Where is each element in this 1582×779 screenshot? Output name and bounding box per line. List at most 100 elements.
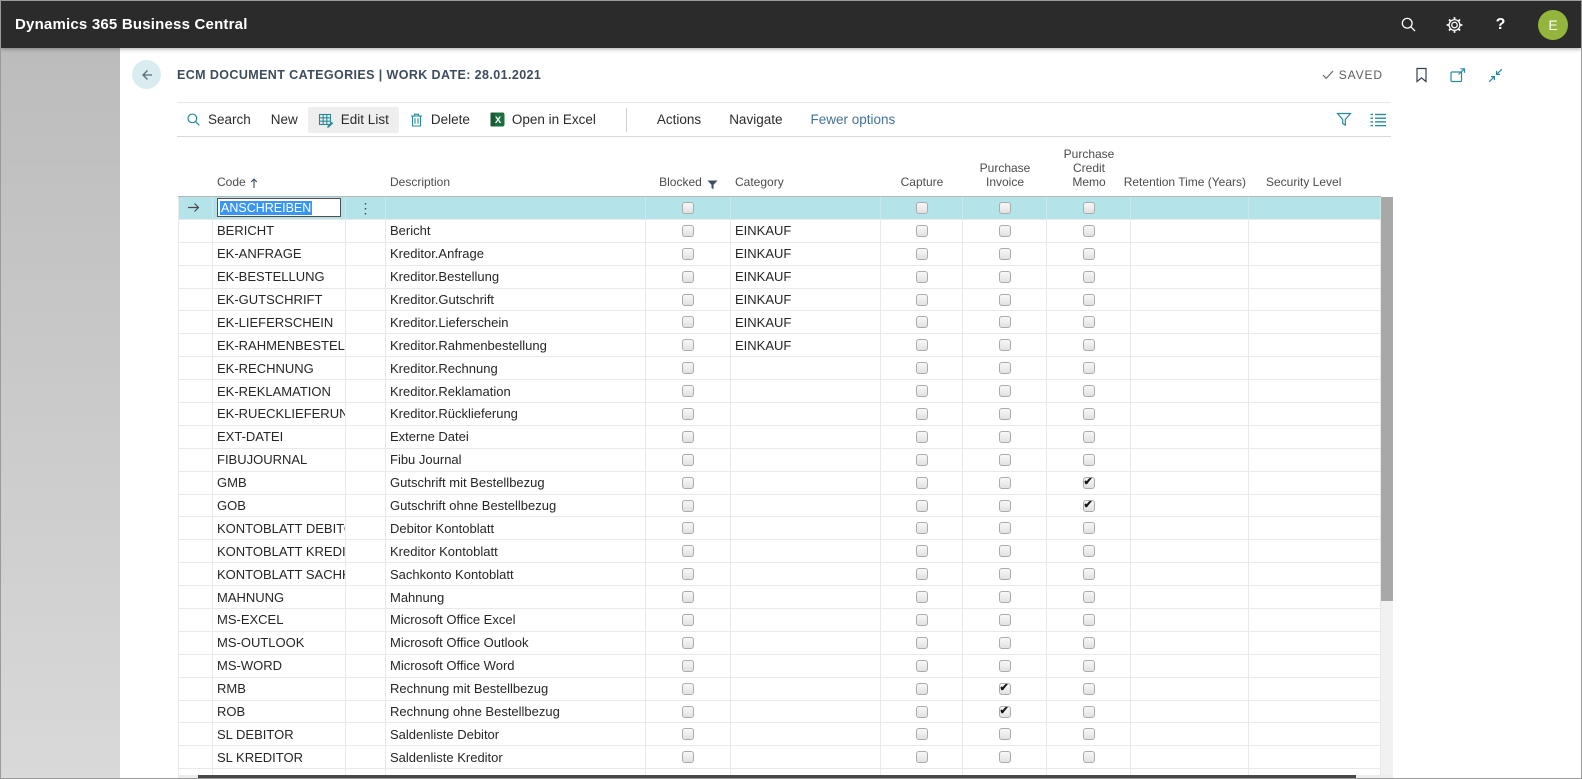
retention-time-cell[interactable]: [1131, 563, 1249, 586]
capture-checkbox[interactable]: [915, 247, 928, 260]
purchase-credit-memo-cell[interactable]: [1047, 563, 1131, 586]
blocked-cell[interactable]: [646, 403, 731, 425]
blocked-cell[interactable]: [646, 631, 731, 654]
code-cell[interactable]: KONTOBLATT SACHK...: [213, 563, 346, 586]
actions-menu-button[interactable]: Actions: [656, 112, 702, 127]
retention-time-cell[interactable]: [1131, 242, 1249, 265]
code-cell[interactable]: KONTOBLATT KREDIT...: [213, 540, 346, 563]
description-cell[interactable]: Saldenliste Debitor: [386, 723, 646, 746]
retention-time-cell[interactable]: [1131, 288, 1249, 311]
table-row[interactable]: MS-EXCEL Microsoft Office Excel: [178, 609, 1381, 632]
capture-cell[interactable]: [881, 631, 963, 654]
edit-list-button[interactable]: Edit List: [307, 106, 399, 133]
capture-checkbox[interactable]: [915, 545, 928, 558]
collapse-page-icon[interactable]: [1488, 68, 1503, 83]
row-menu-cell[interactable]: [346, 540, 386, 563]
capture-checkbox[interactable]: [915, 613, 928, 626]
capture-cell[interactable]: [881, 746, 963, 769]
blocked-cell[interactable]: [646, 448, 731, 471]
security-level-cell[interactable]: [1249, 769, 1381, 775]
row-selector-cell[interactable]: [178, 380, 213, 403]
purchase-invoice-checkbox[interactable]: [998, 270, 1011, 283]
row-selector-cell[interactable]: [178, 494, 213, 517]
capture-cell[interactable]: [881, 425, 963, 448]
purchase-credit-memo-checkbox[interactable]: [1082, 682, 1095, 695]
blocked-cell[interactable]: [646, 197, 731, 219]
capture-cell[interactable]: [881, 265, 963, 288]
security-level-cell[interactable]: [1249, 609, 1381, 631]
retention-time-cell[interactable]: [1131, 677, 1249, 700]
row-menu-cell[interactable]: [346, 311, 386, 334]
purchase-credit-memo-checkbox[interactable]: [1082, 636, 1095, 649]
capture-cell[interactable]: [881, 448, 963, 471]
description-cell[interactable]: Kreditor.Lieferschein: [386, 311, 646, 334]
purchase-invoice-checkbox[interactable]: [998, 499, 1011, 512]
purchase-invoice-cell[interactable]: [963, 677, 1047, 700]
row-selector-cell[interactable]: [178, 540, 213, 563]
capture-checkbox[interactable]: [915, 568, 928, 581]
description-cell[interactable]: Externe Datei: [386, 425, 646, 448]
description-cell[interactable]: Kreditor.Bestellung: [386, 265, 646, 288]
category-cell[interactable]: [731, 540, 881, 563]
description-cell[interactable]: [386, 197, 646, 219]
purchase-invoice-checkbox[interactable]: [998, 476, 1011, 489]
retention-time-cell[interactable]: [1131, 517, 1249, 540]
row-selector-cell[interactable]: [178, 265, 213, 288]
security-level-cell[interactable]: [1249, 311, 1381, 334]
table-row[interactable]: EK-RAHMENBESTELL... Kreditor.Rahmenbeste…: [178, 334, 1381, 358]
blocked-cell[interactable]: [646, 334, 731, 357]
column-header-retention-time[interactable]: Retention Time (Years): [1123, 175, 1246, 190]
capture-checkbox[interactable]: [915, 591, 928, 604]
purchase-invoice-cell[interactable]: [963, 403, 1047, 425]
table-row[interactable]: EK-REKLAMATION Kreditor.Reklamation: [178, 380, 1381, 404]
category-cell[interactable]: [731, 654, 881, 677]
capture-checkbox[interactable]: [915, 636, 928, 649]
row-menu-cell[interactable]: [346, 769, 386, 775]
security-level-cell[interactable]: [1249, 380, 1381, 403]
purchase-credit-memo-cell[interactable]: [1047, 677, 1131, 700]
code-cell[interactable]: FIBUJOURNAL: [213, 448, 346, 471]
purchase-invoice-cell[interactable]: [963, 586, 1047, 609]
purchase-invoice-checkbox[interactable]: [998, 430, 1011, 443]
purchase-credit-memo-checkbox[interactable]: [1082, 362, 1095, 375]
row-selector-cell[interactable]: [178, 471, 213, 494]
purchase-invoice-cell[interactable]: [963, 517, 1047, 540]
table-row[interactable]: MAHNUNG Mahnung: [178, 586, 1381, 610]
table-row[interactable]: [178, 769, 1381, 775]
purchase-credit-memo-cell[interactable]: [1047, 700, 1131, 723]
security-level-cell[interactable]: [1249, 334, 1381, 357]
code-cell[interactable]: RMB: [213, 677, 346, 700]
column-header-security-level[interactable]: Security Level: [1266, 175, 1342, 190]
table-row[interactable]: EK-RUECKLIEFERUNG Kreditor.Rücklieferung: [178, 403, 1381, 426]
description-cell[interactable]: Microsoft Office Outlook: [386, 631, 646, 654]
row-selector-cell[interactable]: [178, 586, 213, 609]
code-cell[interactable]: ROB: [213, 700, 346, 723]
purchase-credit-memo-cell[interactable]: [1047, 448, 1131, 471]
blocked-checkbox[interactable]: [682, 453, 694, 466]
category-cell[interactable]: [731, 677, 881, 700]
code-cell[interactable]: KONTOBLATT DEBITOR: [213, 517, 346, 540]
row-context-menu-icon[interactable]: [359, 201, 373, 215]
capture-cell[interactable]: [881, 540, 963, 563]
category-cell[interactable]: [731, 494, 881, 517]
purchase-invoice-checkbox[interactable]: [998, 407, 1011, 420]
purchase-credit-memo-checkbox[interactable]: [1082, 498, 1095, 512]
security-level-cell[interactable]: [1249, 517, 1381, 540]
table-row[interactable]: KONTOBLATT DEBITOR Debitor Kontoblatt: [178, 517, 1381, 541]
row-selector-cell[interactable]: [178, 746, 213, 769]
purchase-credit-memo-cell[interactable]: [1047, 288, 1131, 311]
purchase-invoice-checkbox[interactable]: [998, 613, 1011, 626]
column-header-purchase-invoice[interactable]: Purchase Invoice: [979, 161, 1031, 190]
capture-checkbox[interactable]: [915, 705, 928, 718]
help-icon[interactable]: ?: [1495, 15, 1506, 33]
purchase-credit-memo-cell[interactable]: [1047, 311, 1131, 334]
retention-time-cell[interactable]: [1131, 334, 1249, 357]
blocked-cell[interactable]: [646, 700, 731, 723]
purchase-invoice-checkbox[interactable]: [998, 385, 1011, 398]
capture-cell[interactable]: [881, 471, 963, 494]
category-cell[interactable]: [731, 723, 881, 746]
capture-cell[interactable]: [881, 677, 963, 700]
purchase-invoice-checkbox[interactable]: [998, 362, 1011, 375]
category-cell[interactable]: EINKAUF: [731, 242, 881, 265]
vertical-scrollbar[interactable]: [1381, 197, 1393, 775]
